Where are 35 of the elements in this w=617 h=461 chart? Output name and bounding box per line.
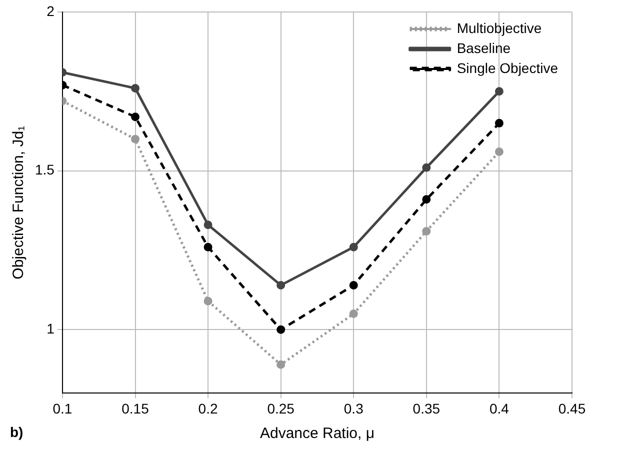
point <box>422 195 431 204</box>
point <box>131 112 140 122</box>
x-tick-label: 0.3 <box>344 400 364 416</box>
y-tick-label: 2 <box>46 2 55 19</box>
legend-label: Single Objective <box>456 60 558 76</box>
x-axis-title: Advance Ratio, μ <box>260 425 375 442</box>
x-tick-label: 0.15 <box>122 400 150 416</box>
y-tick-label: 1 <box>46 320 55 337</box>
point <box>276 325 286 334</box>
x-tick-label: 0.1 <box>52 400 72 416</box>
point <box>204 220 212 230</box>
x-tick-label: 0.2 <box>198 400 218 416</box>
x-tick-label: 0.4 <box>489 400 510 416</box>
point <box>204 296 212 306</box>
point <box>276 360 286 369</box>
point <box>494 87 504 96</box>
point <box>422 226 431 236</box>
point <box>349 242 358 252</box>
point <box>131 134 140 144</box>
x-tick-label: 0.45 <box>558 400 586 416</box>
text: b) <box>10 424 24 440</box>
point <box>349 310 358 318</box>
x-tick-label: 0.25 <box>267 400 295 416</box>
point <box>494 118 504 128</box>
point <box>131 84 140 92</box>
point <box>204 242 212 252</box>
point <box>422 163 431 172</box>
point <box>349 280 358 290</box>
point <box>276 280 286 290</box>
y-axis-title: Objective Function, Jd₁ <box>10 126 28 280</box>
y-tick-label: 1.5 <box>34 162 55 178</box>
point <box>494 148 504 156</box>
x-tick-label: 0.35 <box>412 400 440 416</box>
legend-label: Multiobjective <box>456 20 542 36</box>
legend-label: Baseline <box>456 40 511 56</box>
